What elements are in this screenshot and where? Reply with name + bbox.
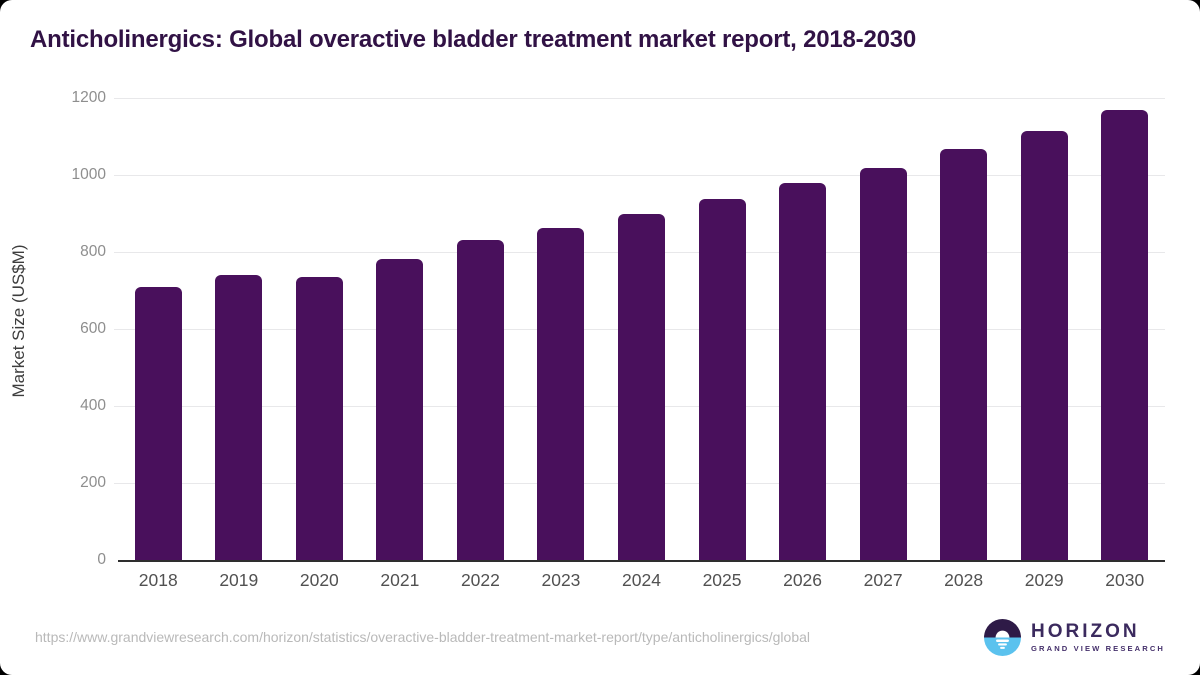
y-tick-1000: 1000 [71, 166, 106, 183]
x-tick-2026: 2026 [783, 570, 823, 590]
logo-name: HORIZON [1031, 620, 1140, 642]
bar-slot-2028 [923, 98, 1004, 560]
bar-slot-2024 [601, 98, 682, 560]
sunset-horizon-icon [984, 618, 1022, 656]
bar-2019 [215, 275, 263, 560]
x-tick-2030: 2030 [1105, 570, 1145, 590]
bar-slot-2029 [1004, 98, 1085, 560]
logo-text: HORIZON GRAND VIEW RESEARCH [1031, 622, 1165, 653]
bar-slot-2025 [682, 98, 763, 560]
bar-slot-2022 [440, 98, 521, 560]
bar-slot-2026 [762, 98, 843, 560]
chart-title: Anticholinergics: Global overactive blad… [30, 26, 917, 53]
y-tick-0: 0 [97, 551, 106, 568]
bar-slot-2023 [521, 98, 602, 560]
bar-2028 [940, 149, 988, 560]
bar-slot-2030 [1084, 98, 1165, 560]
x-tick-2029: 2029 [1024, 570, 1064, 590]
x-tick-2021: 2021 [380, 570, 420, 590]
bar-slot-2020 [279, 98, 360, 560]
y-tick-200: 200 [80, 474, 106, 491]
x-tick-2019: 2019 [219, 570, 259, 590]
gridline-1200 [114, 98, 1165, 99]
x-tick-2028: 2028 [944, 570, 984, 590]
bar-2018 [134, 286, 182, 560]
y-tick-1200: 1200 [71, 89, 106, 106]
bar-2026 [779, 182, 827, 560]
bar-2020 [295, 276, 343, 560]
horizon-logo: HORIZON GRAND VIEW RESEARCH [984, 618, 1165, 656]
x-tick-2020: 2020 [299, 570, 339, 590]
source-url: https://www.grandviewresearch.com/horizo… [35, 629, 810, 645]
bar-2024 [617, 213, 665, 560]
bar-2023 [537, 227, 585, 560]
bar-slot-2027 [843, 98, 924, 560]
y-tick-600: 600 [80, 320, 106, 337]
y-tick-400: 400 [80, 397, 106, 414]
bar-2029 [1020, 131, 1068, 560]
x-tick-2023: 2023 [541, 570, 581, 590]
plot-area [114, 98, 1165, 562]
footer: https://www.grandviewresearch.com/horizo… [0, 613, 1200, 661]
y-tick-800: 800 [80, 243, 106, 260]
x-tick-2022: 2022 [460, 570, 500, 590]
bar-2027 [859, 167, 907, 560]
x-tick-2027: 2027 [863, 570, 903, 590]
x-tick-2025: 2025 [702, 570, 742, 590]
bar-2021 [376, 258, 424, 560]
bar-slot-2018 [118, 98, 199, 560]
x-tick-2024: 2024 [622, 570, 661, 590]
bar-slot-2019 [199, 98, 280, 560]
bar-2025 [698, 199, 746, 560]
x-tick-2018: 2018 [138, 570, 178, 590]
logo-subtitle: GRAND VIEW RESEARCH [1031, 643, 1165, 653]
bar-2022 [456, 240, 504, 560]
gridline-1000 [114, 175, 1165, 176]
bar-slot-2021 [360, 98, 441, 560]
bar-2030 [1101, 110, 1149, 560]
